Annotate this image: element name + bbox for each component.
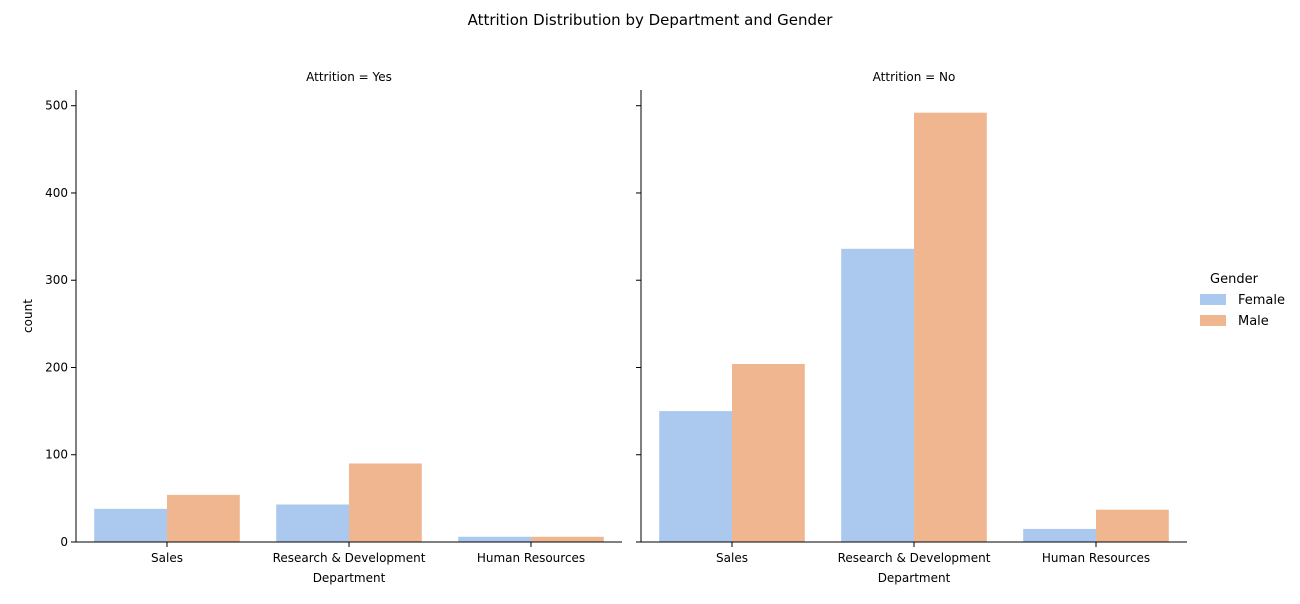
legend-label-male: Male bbox=[1238, 314, 1269, 329]
bar-female-0-2 bbox=[458, 536, 531, 542]
y-tick-label: 200 bbox=[45, 360, 68, 374]
bar-male-1-1 bbox=[914, 112, 987, 542]
bar-female-1-1 bbox=[841, 248, 914, 542]
bar-male-1-0 bbox=[732, 363, 805, 542]
x-axis-label: Department bbox=[878, 571, 951, 585]
x-tick-label: Sales bbox=[151, 551, 183, 565]
bar-male-1-2 bbox=[1096, 509, 1169, 542]
chart-title: Attrition Distribution by Department and… bbox=[468, 11, 834, 29]
legend-swatch-male bbox=[1200, 315, 1226, 326]
bar-female-1-0 bbox=[659, 411, 732, 542]
x-tick-label: Human Resources bbox=[1042, 551, 1150, 565]
legend-label-female: Female bbox=[1238, 293, 1285, 308]
bar-female-0-0 bbox=[94, 508, 167, 542]
y-tick-label: 300 bbox=[45, 273, 68, 287]
legend-swatch-female bbox=[1200, 294, 1226, 305]
x-tick-label: Sales bbox=[716, 551, 748, 565]
facet-title: Attrition = Yes bbox=[306, 70, 392, 84]
x-tick-label: Research & Development bbox=[838, 551, 991, 565]
y-tick-label: 0 bbox=[60, 535, 68, 549]
bar-male-0-2 bbox=[531, 536, 604, 542]
y-tick-label: 400 bbox=[45, 186, 68, 200]
x-tick-label: Human Resources bbox=[477, 551, 585, 565]
bar-female-0-1 bbox=[276, 504, 349, 542]
x-tick-label: Research & Development bbox=[273, 551, 426, 565]
bar-female-1-2 bbox=[1023, 528, 1096, 542]
legend-title: Gender bbox=[1210, 272, 1259, 287]
y-axis-label: count bbox=[21, 299, 35, 333]
bar-male-0-0 bbox=[167, 494, 240, 542]
bar-male-0-1 bbox=[349, 463, 422, 542]
y-tick-label: 500 bbox=[45, 99, 68, 113]
facet-title: Attrition = No bbox=[873, 70, 956, 84]
y-tick-label: 100 bbox=[45, 448, 68, 462]
x-axis-label: Department bbox=[313, 571, 386, 585]
